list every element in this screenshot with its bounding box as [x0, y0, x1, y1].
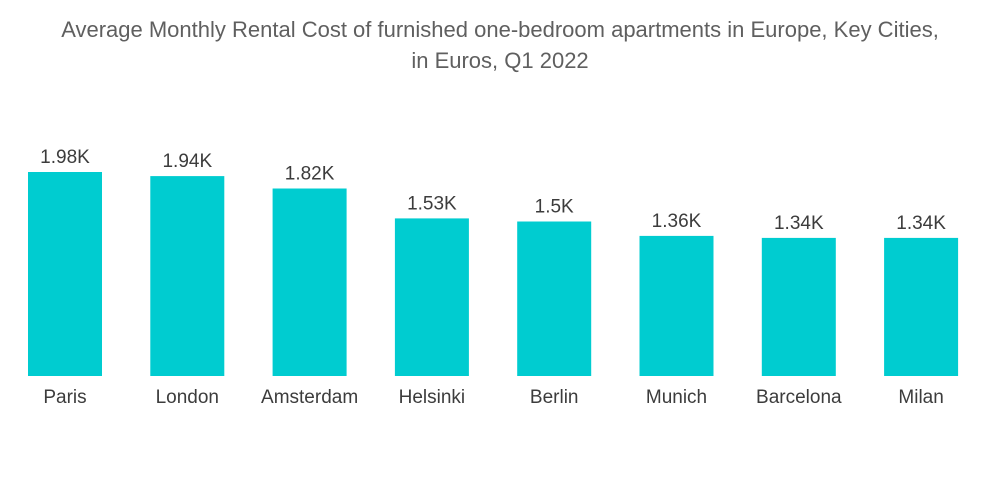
value-label-berlin: 1.5K [535, 197, 574, 218]
x-tick-milan: Milan [898, 387, 943, 408]
value-label-paris: 1.98K [40, 147, 90, 168]
chart-title-line-2: in Euros, Q1 2022 [411, 48, 589, 73]
x-tick-barcelona: Barcelona [756, 387, 842, 408]
chart-title: Average Monthly Rental Cost of furnished… [0, 14, 1000, 76]
bars-group [28, 172, 959, 376]
x-tick-amsterdam: Amsterdam [261, 387, 358, 408]
bar-barcelona [761, 237, 836, 376]
x-tick-london: London [156, 387, 219, 408]
x-tick-paris: Paris [43, 387, 86, 408]
value-label-amsterdam: 1.82K [285, 164, 335, 185]
value-label-barcelona: 1.34K [774, 213, 824, 234]
x-tick-berlin: Berlin [530, 387, 579, 408]
bar-berlin [517, 221, 592, 376]
x-axis-tick-labels: Paris London Amsterdam Helsinki Berlin Munich… [43, 387, 943, 408]
bar-london [150, 176, 225, 376]
value-labels-group: 1.98K 1.94K 1.82K 1.53K 1.5K 1.36K 1.34K 1.34K [40, 147, 946, 234]
x-tick-munich: Munich [646, 387, 707, 408]
value-label-munich: 1.36K [652, 211, 702, 232]
bar-milan [884, 237, 959, 376]
value-label-london: 1.94K [162, 151, 212, 172]
bar-helsinki [394, 218, 469, 376]
value-label-helsinki: 1.53K [407, 193, 457, 214]
bar-amsterdam [272, 188, 347, 376]
bar-paris [28, 172, 102, 376]
chart-title-line-1: Average Monthly Rental Cost of furnished… [61, 17, 939, 42]
x-tick-helsinki: Helsinki [399, 387, 466, 408]
value-label-milan: 1.34K [896, 213, 946, 234]
bar-munich [639, 235, 714, 376]
